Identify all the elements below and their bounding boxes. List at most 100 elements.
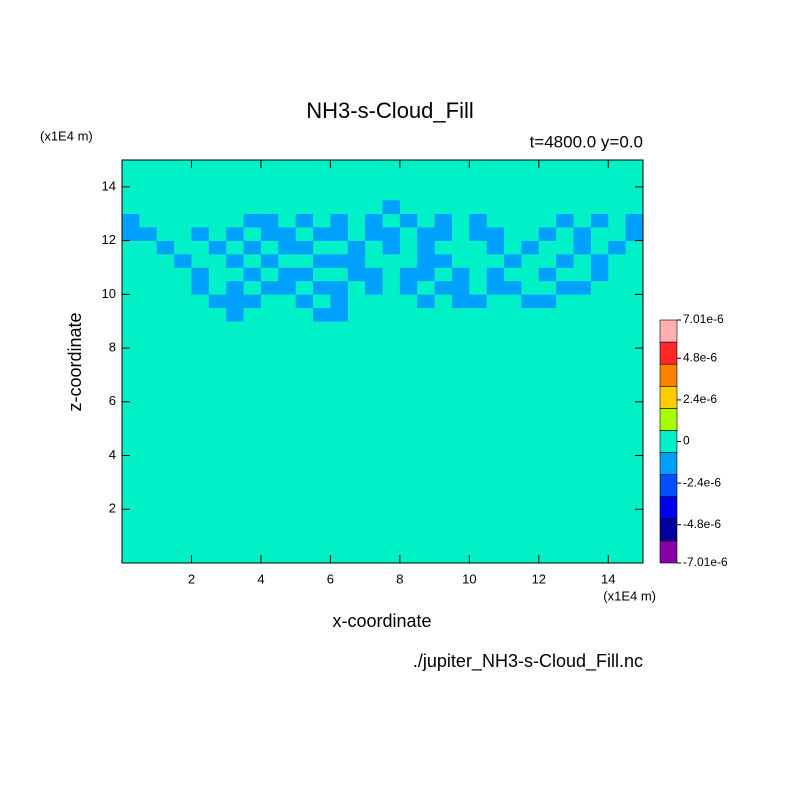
heatmap-cell xyxy=(365,240,383,255)
heatmap-cell xyxy=(347,294,366,309)
heatmap-cell xyxy=(590,280,609,295)
chart-subtitle: t=4800.0 y=0.0 xyxy=(530,132,643,151)
colorbar-swatch xyxy=(659,518,678,542)
heatmap-cell xyxy=(226,227,244,241)
heatmap-cell xyxy=(451,267,470,282)
heatmap-cell xyxy=(347,267,366,282)
y-tick-label: 14 xyxy=(102,178,116,193)
y-tick-label: 8 xyxy=(109,340,116,355)
heatmap-cell xyxy=(434,280,453,295)
heatmap-cell xyxy=(538,254,557,268)
heatmap-cell xyxy=(156,213,175,228)
heatmap-cell xyxy=(521,200,540,215)
heatmap-cell xyxy=(191,254,210,268)
heatmap-cell xyxy=(139,227,158,241)
colorbar-swatch xyxy=(659,496,678,520)
plot-frame xyxy=(121,159,644,564)
colorbar-tick-label: -4.8e-6 xyxy=(683,517,721,531)
heatmap-cell xyxy=(278,307,296,322)
heatmap-cell xyxy=(278,267,296,282)
x-tick-label: 10 xyxy=(462,571,476,586)
heatmap-cell xyxy=(538,227,557,241)
heatmap-cell xyxy=(313,294,331,309)
heatmap-cell xyxy=(573,200,592,215)
heatmap-cell xyxy=(521,267,540,282)
x-tick-label: 14 xyxy=(601,571,615,586)
heatmap-cell xyxy=(417,254,435,268)
heatmap-cell xyxy=(417,200,435,215)
heatmap-cell xyxy=(243,227,262,241)
heatmap-cell xyxy=(226,280,244,295)
heatmap-cell xyxy=(208,227,227,241)
heatmap-cell xyxy=(122,213,140,228)
heatmap-cell xyxy=(625,213,644,228)
heatmap-cell xyxy=(243,240,262,255)
heatmap-cell xyxy=(590,213,609,228)
heatmap-cell xyxy=(504,227,522,241)
heatmap-cell xyxy=(608,307,626,322)
heatmap-cell xyxy=(399,200,418,215)
heatmap-cell xyxy=(538,240,557,255)
heatmap-cell xyxy=(330,280,349,295)
heatmap-cell xyxy=(191,213,210,228)
heatmap-cell xyxy=(573,267,592,282)
colorbar-swatch xyxy=(659,474,678,498)
heatmap-cell xyxy=(139,294,158,309)
heatmap-cell xyxy=(365,200,383,215)
heatmap-cell xyxy=(122,227,140,241)
heatmap-cell xyxy=(399,294,418,309)
heatmap-cell xyxy=(469,200,487,215)
heatmap-cell xyxy=(174,294,192,309)
heatmap-cell xyxy=(434,254,453,268)
heatmap-cell xyxy=(295,267,314,282)
heatmap-cell xyxy=(313,280,331,295)
heatmap-cell xyxy=(417,280,435,295)
heatmap-cell xyxy=(191,267,210,282)
heatmap-cell xyxy=(208,307,227,322)
heatmap-cell xyxy=(625,307,644,322)
heatmap-cell xyxy=(521,280,540,295)
heatmap-cell xyxy=(556,240,574,255)
heatmap-cell xyxy=(486,227,505,241)
heatmap-cell xyxy=(174,200,192,215)
y-tick-label: 2 xyxy=(109,501,116,516)
heatmap-cell xyxy=(382,307,401,322)
heatmap-cell xyxy=(556,267,574,282)
heatmap-cell xyxy=(278,240,296,255)
source-label: ./jupiter_NH3-s-Cloud_Fill.nc xyxy=(413,651,643,672)
heatmap-cell xyxy=(365,213,383,228)
heatmap-cell xyxy=(330,307,349,322)
heatmap-cell xyxy=(347,200,366,215)
x-unit-label: (x1E4 m) xyxy=(603,588,656,603)
heatmap-cell xyxy=(556,307,574,322)
heatmap-cell xyxy=(573,280,592,295)
heatmap-cell xyxy=(295,240,314,255)
heatmap-cell xyxy=(243,307,262,322)
heatmap-cell xyxy=(573,254,592,268)
colorbar-swatch xyxy=(659,319,678,343)
heatmap-cell xyxy=(243,213,262,228)
heatmap-cell xyxy=(382,240,401,255)
heatmap-cell xyxy=(365,294,383,309)
heatmap-cell xyxy=(382,294,401,309)
heatmap-cell xyxy=(382,280,401,295)
heatmap-cell xyxy=(313,213,331,228)
heatmap-cell xyxy=(313,267,331,282)
heatmap-cell xyxy=(399,307,418,322)
heatmap-cell xyxy=(521,307,540,322)
heatmap-cell xyxy=(191,240,210,255)
colorbar-tick-label: 4.8e-6 xyxy=(683,350,717,364)
heatmap-cell xyxy=(330,240,349,255)
heatmap-cell xyxy=(469,227,487,241)
heatmap-cell xyxy=(156,307,175,322)
heatmap-cell xyxy=(365,227,383,241)
heatmap-cell xyxy=(313,254,331,268)
colorbar-tick-label: 0 xyxy=(683,434,690,448)
heatmap-cell xyxy=(521,227,540,241)
heatmap-cell xyxy=(382,254,401,268)
heatmap-cell xyxy=(504,267,522,282)
heatmap-cell xyxy=(174,307,192,322)
heatmap-cell xyxy=(486,267,505,282)
colorbar-tick-label: 2.4e-6 xyxy=(683,392,717,406)
